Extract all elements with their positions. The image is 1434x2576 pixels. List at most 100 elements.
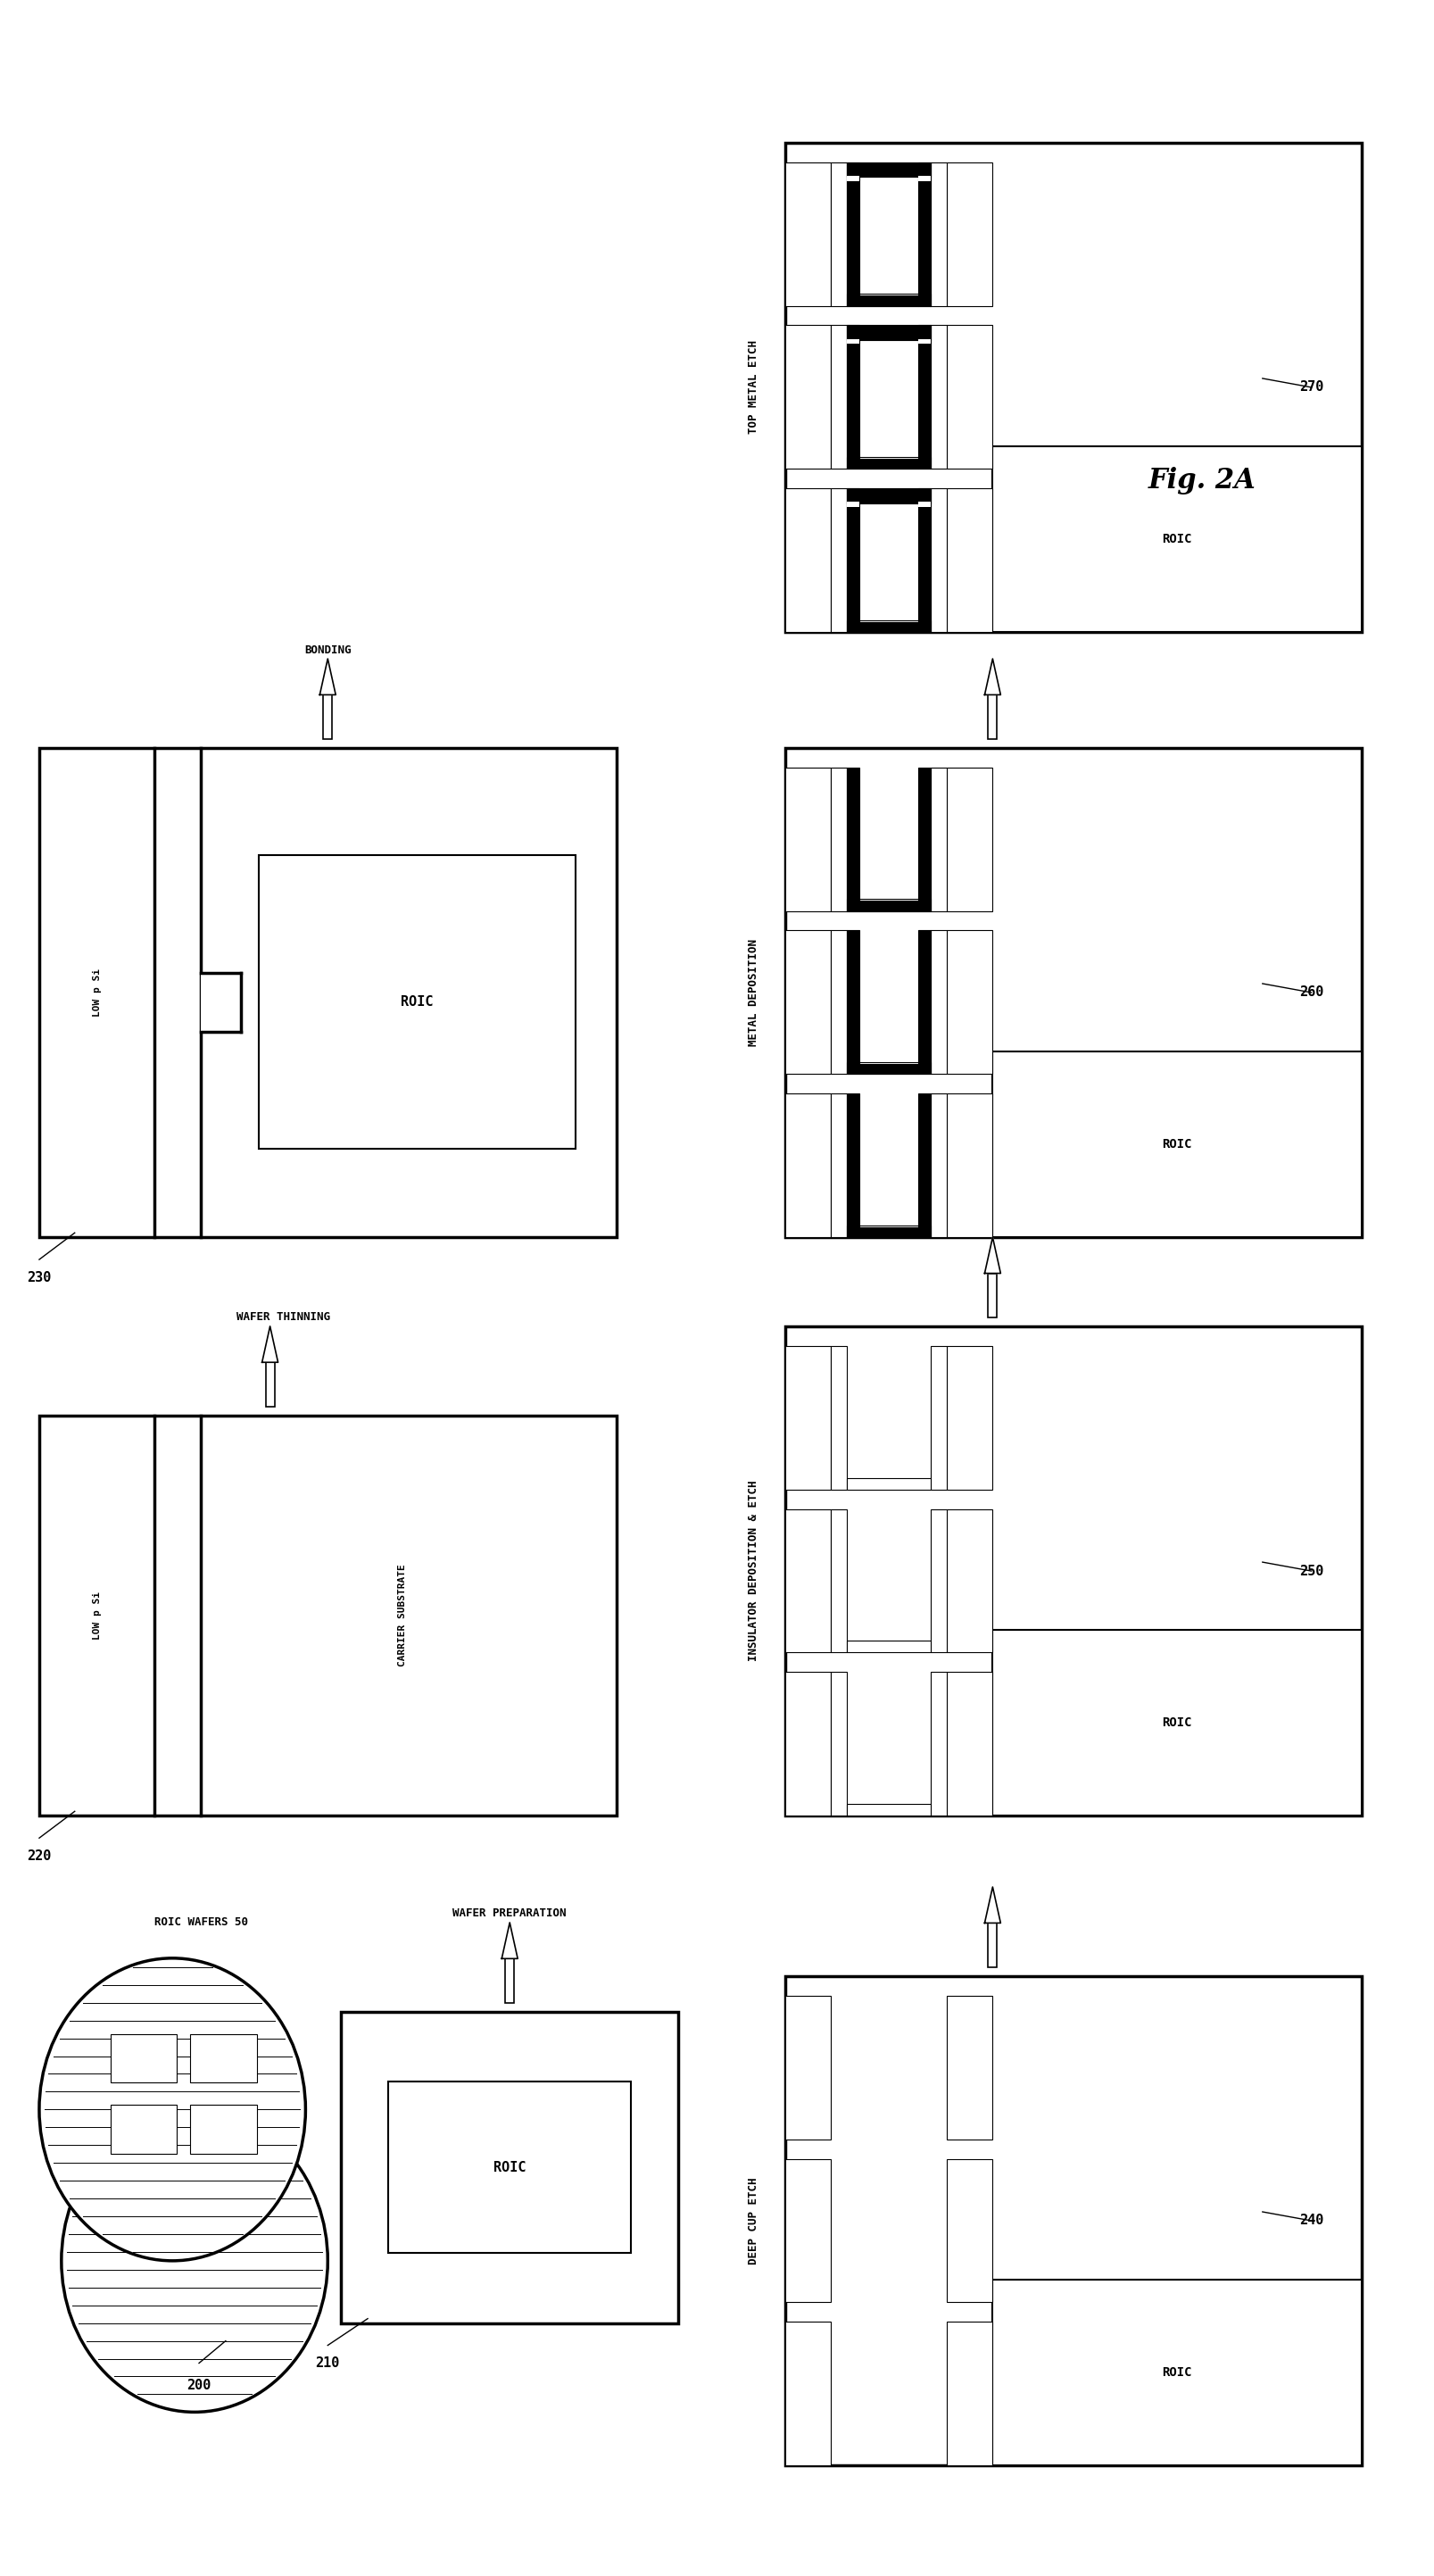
Bar xyxy=(946,1345,992,1489)
Text: 220: 220 xyxy=(27,1850,52,1862)
Bar xyxy=(784,1345,830,1489)
Bar xyxy=(846,456,929,469)
Bar xyxy=(918,1095,929,1236)
Text: ROIC: ROIC xyxy=(1162,2367,1192,2378)
Polygon shape xyxy=(984,1888,999,1924)
Bar xyxy=(39,1414,615,1816)
Bar xyxy=(191,2105,257,2154)
Bar xyxy=(846,294,929,307)
Bar xyxy=(946,768,992,912)
Text: TOP METAL ETCH: TOP METAL ETCH xyxy=(747,340,759,435)
Bar xyxy=(946,489,992,631)
Bar xyxy=(859,1064,918,1074)
Bar xyxy=(946,1672,992,1816)
Bar xyxy=(830,930,846,1074)
Bar xyxy=(846,1061,929,1074)
Text: METAL DEPOSITION: METAL DEPOSITION xyxy=(747,940,759,1046)
Ellipse shape xyxy=(39,1958,305,2262)
Bar xyxy=(846,899,929,912)
Bar xyxy=(784,768,830,912)
Bar xyxy=(784,325,830,469)
Bar xyxy=(784,2321,830,2465)
Bar xyxy=(918,325,929,469)
Bar xyxy=(918,162,929,307)
Bar xyxy=(929,325,946,469)
Bar xyxy=(988,696,997,739)
Bar xyxy=(389,2081,631,2254)
Bar xyxy=(859,902,918,912)
Bar xyxy=(784,1327,1361,1816)
Text: 210: 210 xyxy=(315,2357,340,2370)
Bar xyxy=(784,1672,830,1816)
Bar xyxy=(830,768,846,912)
Text: LOW p Si: LOW p Si xyxy=(92,969,102,1018)
Text: ROIC: ROIC xyxy=(1162,533,1192,546)
Bar xyxy=(505,1958,513,2002)
Polygon shape xyxy=(320,659,336,696)
Bar xyxy=(929,1345,946,1489)
Bar xyxy=(784,142,1361,631)
Bar xyxy=(784,2159,830,2303)
Bar xyxy=(846,1226,929,1236)
Bar xyxy=(341,2012,678,2324)
Text: WAFER THINNING: WAFER THINNING xyxy=(237,1311,330,1324)
Bar xyxy=(918,340,929,345)
Bar xyxy=(859,296,918,307)
Bar xyxy=(784,1095,830,1236)
Bar xyxy=(929,1510,946,1654)
Text: DEEP CUP ETCH: DEEP CUP ETCH xyxy=(747,2177,759,2264)
Bar xyxy=(929,930,946,1074)
Bar xyxy=(830,1095,846,1236)
Bar xyxy=(946,1095,992,1236)
Bar xyxy=(110,2105,176,2154)
Bar xyxy=(946,1510,992,1654)
Bar xyxy=(784,1976,1361,2465)
Bar xyxy=(929,162,946,307)
Bar xyxy=(946,1996,992,2138)
Bar xyxy=(784,489,830,631)
Bar xyxy=(992,1631,1361,1816)
Bar xyxy=(846,340,859,345)
Bar xyxy=(992,2280,1361,2465)
Text: BONDING: BONDING xyxy=(304,644,351,657)
Bar xyxy=(323,696,331,739)
Bar xyxy=(918,930,929,1074)
Bar xyxy=(830,162,846,307)
Bar xyxy=(929,489,946,631)
Bar xyxy=(929,1095,946,1236)
Bar xyxy=(784,1996,830,2138)
Text: ROIC: ROIC xyxy=(1162,1139,1192,1151)
Ellipse shape xyxy=(62,2110,327,2411)
Bar xyxy=(784,1510,830,1654)
Bar xyxy=(929,768,946,912)
Polygon shape xyxy=(502,1922,518,1958)
Text: ROIC: ROIC xyxy=(1162,1716,1192,1728)
Bar xyxy=(201,974,241,1030)
Text: 250: 250 xyxy=(1298,1564,1322,1577)
Bar xyxy=(830,1345,846,1489)
Bar xyxy=(846,1095,859,1236)
Text: ROIC: ROIC xyxy=(493,2161,526,2174)
Bar xyxy=(992,446,1361,631)
Text: CARRIER SUBSTRATE: CARRIER SUBSTRATE xyxy=(399,1564,407,1667)
Bar xyxy=(859,1226,918,1236)
Bar xyxy=(830,325,846,469)
Bar xyxy=(830,1510,846,1654)
Text: 200: 200 xyxy=(186,2378,211,2393)
Bar xyxy=(918,489,929,631)
Bar xyxy=(846,489,929,502)
Bar xyxy=(830,489,846,631)
Text: LOW p Si: LOW p Si xyxy=(92,1592,102,1638)
Bar xyxy=(846,175,859,180)
Text: 240: 240 xyxy=(1298,2213,1322,2228)
Text: 230: 230 xyxy=(27,1270,52,1283)
Bar xyxy=(846,162,929,178)
Bar xyxy=(258,855,575,1149)
Bar xyxy=(859,621,918,631)
Polygon shape xyxy=(984,1236,999,1273)
Bar xyxy=(946,930,992,1074)
Bar xyxy=(846,621,929,631)
Text: ROIC WAFERS 50: ROIC WAFERS 50 xyxy=(155,1917,248,1929)
Bar xyxy=(846,162,859,307)
Bar xyxy=(265,1363,274,1406)
